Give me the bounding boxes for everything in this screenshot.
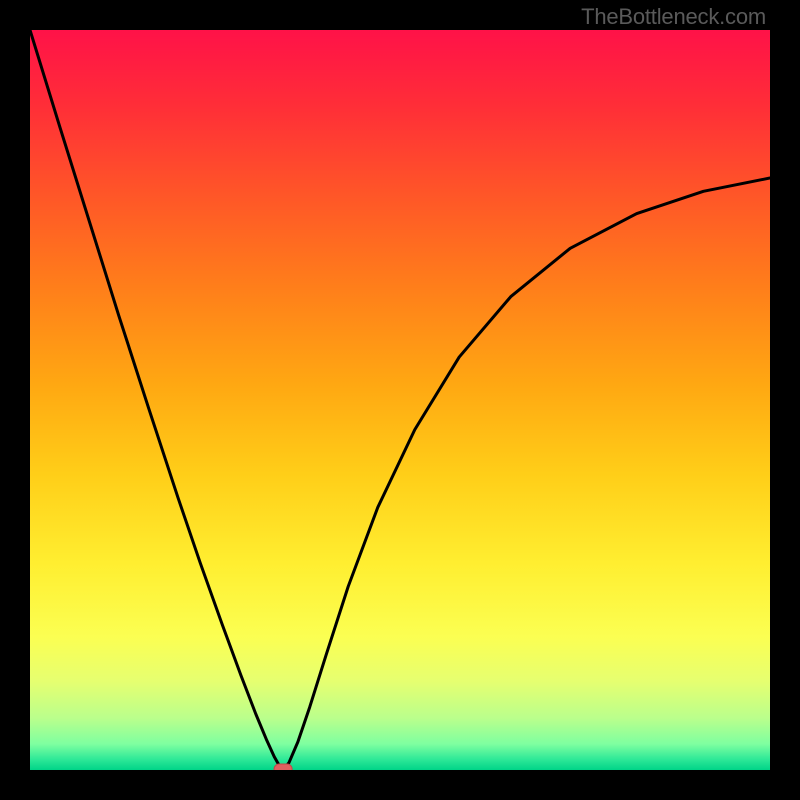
curve-layer <box>30 30 770 770</box>
min-marker <box>274 764 292 770</box>
watermark-text: TheBottleneck.com <box>581 4 766 30</box>
bottleneck-curve <box>30 30 770 770</box>
plot-area <box>30 30 770 770</box>
chart-container: TheBottleneck.com <box>0 0 800 800</box>
